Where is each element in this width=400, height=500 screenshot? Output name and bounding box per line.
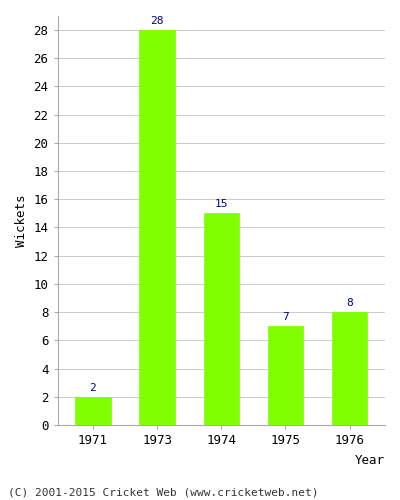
Bar [140, 30, 175, 425]
Text: 28: 28 [150, 16, 164, 26]
Text: 15: 15 [214, 199, 228, 209]
Bar [332, 312, 367, 425]
Text: 2: 2 [90, 382, 96, 392]
Bar [268, 326, 303, 425]
Bar [75, 397, 110, 425]
Text: 8: 8 [346, 298, 353, 308]
Text: 7: 7 [282, 312, 289, 322]
Text: (C) 2001-2015 Cricket Web (www.cricketweb.net): (C) 2001-2015 Cricket Web (www.cricketwe… [8, 488, 318, 498]
Bar [204, 214, 239, 425]
Y-axis label: Wickets: Wickets [15, 194, 28, 246]
Text: Year: Year [355, 454, 385, 466]
